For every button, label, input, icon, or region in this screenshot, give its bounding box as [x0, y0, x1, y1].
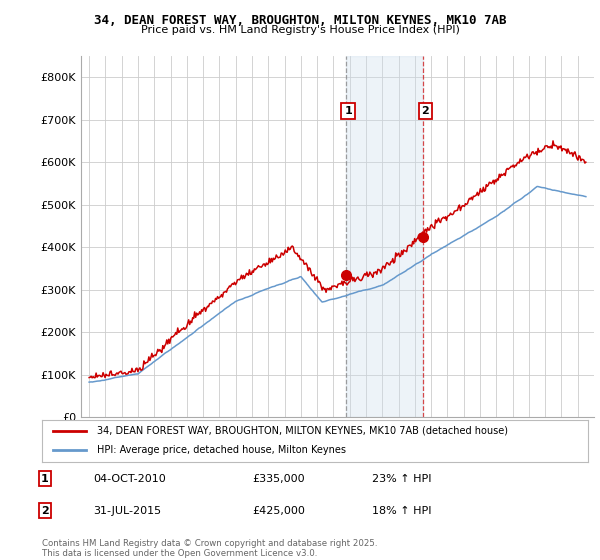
Text: 31-JUL-2015: 31-JUL-2015 — [93, 506, 161, 516]
Text: HPI: Average price, detached house, Milton Keynes: HPI: Average price, detached house, Milt… — [97, 445, 346, 455]
Text: Price paid vs. HM Land Registry's House Price Index (HPI): Price paid vs. HM Land Registry's House … — [140, 25, 460, 35]
Text: 1: 1 — [344, 106, 352, 116]
Text: 34, DEAN FOREST WAY, BROUGHTON, MILTON KEYNES, MK10 7AB (detached house): 34, DEAN FOREST WAY, BROUGHTON, MILTON K… — [97, 426, 508, 436]
Text: 18% ↑ HPI: 18% ↑ HPI — [372, 506, 431, 516]
Text: £425,000: £425,000 — [252, 506, 305, 516]
Text: 2: 2 — [422, 106, 430, 116]
Text: 34, DEAN FOREST WAY, BROUGHTON, MILTON KEYNES, MK10 7AB: 34, DEAN FOREST WAY, BROUGHTON, MILTON K… — [94, 14, 506, 27]
Text: 1: 1 — [41, 474, 49, 484]
Text: 23% ↑ HPI: 23% ↑ HPI — [372, 474, 431, 484]
Text: Contains HM Land Registry data © Crown copyright and database right 2025.
This d: Contains HM Land Registry data © Crown c… — [42, 539, 377, 558]
Text: £335,000: £335,000 — [252, 474, 305, 484]
Bar — [346, 56, 423, 417]
Text: 04-OCT-2010: 04-OCT-2010 — [93, 474, 166, 484]
Text: 2: 2 — [41, 506, 49, 516]
